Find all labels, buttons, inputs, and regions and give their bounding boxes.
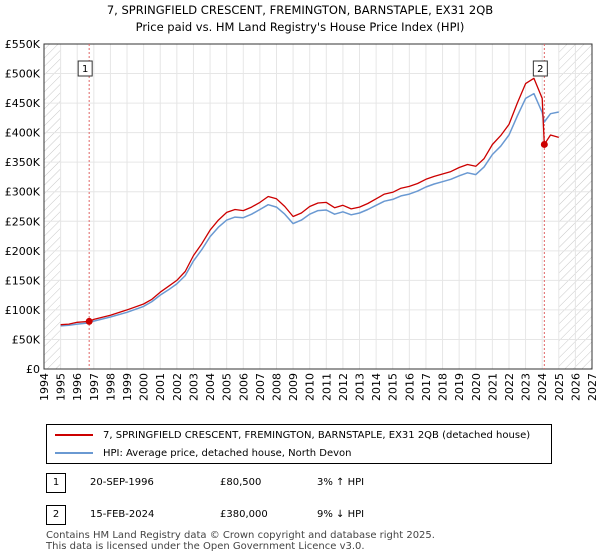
sale-number-badge: 1 bbox=[46, 473, 66, 493]
sale-hpi-diff: 3% ↑ HPI bbox=[317, 477, 365, 488]
x-tick-label: 2002 bbox=[171, 373, 184, 401]
footer: Contains HM Land Registry data © Crown c… bbox=[46, 530, 435, 552]
sale-price: £80,500 bbox=[220, 477, 262, 488]
y-tick-label: £500K bbox=[5, 68, 41, 81]
sale-label-box bbox=[77, 60, 93, 77]
legend: 7, SPRINGFIELD CRESCENT, FREMINGTON, BAR… bbox=[46, 424, 552, 464]
x-tick-label: 2006 bbox=[237, 373, 250, 401]
y-tick-label: £0 bbox=[26, 363, 40, 376]
y-tick-label: £250K bbox=[5, 215, 41, 228]
sale-label-text: 2 bbox=[537, 64, 543, 75]
x-tick-label: 2014 bbox=[370, 373, 383, 401]
x-tick-label: 2007 bbox=[254, 373, 267, 401]
x-tick-label: 2026 bbox=[569, 373, 582, 401]
property-price-line bbox=[60, 77, 559, 326]
y-tick-label: £150K bbox=[5, 274, 41, 287]
sale-point bbox=[85, 317, 93, 325]
plot-frame bbox=[43, 43, 593, 370]
x-tick-label: 2027 bbox=[586, 373, 599, 401]
sale-price: £380,000 bbox=[220, 509, 268, 520]
x-tick-label: 2019 bbox=[453, 373, 466, 401]
x-tick-label: 2000 bbox=[138, 373, 151, 401]
x-tick-label: 2015 bbox=[387, 373, 400, 401]
footer-copyright: Contains HM Land Registry data © Crown c… bbox=[46, 530, 435, 541]
x-tick-label: 2022 bbox=[503, 373, 516, 401]
x-tick-label: 2025 bbox=[553, 373, 566, 401]
sale-number-badge: 2 bbox=[46, 505, 66, 525]
chart-title: 7, SPRINGFIELD CRESCENT, FREMINGTON, BAR… bbox=[107, 3, 493, 17]
legend-item-property: 7, SPRINGFIELD CRESCENT, FREMINGTON, BAR… bbox=[55, 427, 530, 445]
x-tick-label: 1998 bbox=[104, 373, 117, 401]
legend-swatch-property bbox=[55, 434, 93, 436]
y-tick-label: £50K bbox=[12, 333, 41, 346]
y-tick-label: £550K bbox=[5, 38, 41, 51]
sale-date: 15-FEB-2024 bbox=[90, 509, 155, 520]
x-tick-label: 1996 bbox=[71, 373, 84, 401]
y-tick-label: £450K bbox=[5, 97, 41, 110]
sale-label-text: 1 bbox=[82, 64, 88, 75]
chart-subtitle: Price paid vs. HM Land Registry's House … bbox=[136, 20, 465, 34]
y-tick-label: £400K bbox=[5, 127, 41, 140]
x-tick-label: 2020 bbox=[470, 373, 483, 401]
x-tick-label: 2024 bbox=[536, 373, 549, 401]
y-tick-label: £100K bbox=[5, 304, 41, 317]
legend-label-property: 7, SPRINGFIELD CRESCENT, FREMINGTON, BAR… bbox=[103, 430, 531, 441]
x-tick-label: 2008 bbox=[270, 373, 283, 401]
sale-label-box bbox=[532, 60, 548, 77]
sale-point bbox=[540, 140, 548, 148]
x-tick-label: 2005 bbox=[221, 373, 234, 401]
x-tick-label: 1999 bbox=[121, 373, 134, 401]
x-tick-label: 2018 bbox=[437, 373, 450, 401]
y-tick-label: £200K bbox=[5, 245, 41, 258]
x-tick-label: 2009 bbox=[287, 373, 300, 401]
legend-item-hpi: HPI: Average price, detached house, Nort… bbox=[55, 445, 352, 463]
x-tick-label: 2023 bbox=[520, 373, 533, 401]
x-tick-label: 2016 bbox=[403, 373, 416, 401]
legend-swatch-hpi bbox=[55, 452, 93, 454]
footer-licence: This data is licensed under the Open Gov… bbox=[46, 541, 365, 552]
x-tick-label: 2010 bbox=[304, 373, 317, 401]
x-tick-label: 2012 bbox=[337, 373, 350, 401]
legend-label-hpi: HPI: Average price, detached house, Nort… bbox=[103, 448, 352, 459]
price-chart: 7, SPRINGFIELD CRESCENT, FREMINGTON, BAR… bbox=[5, 3, 599, 401]
hpi-line bbox=[60, 92, 559, 327]
x-tick-label: 1995 bbox=[55, 373, 68, 401]
hatched-region-before bbox=[44, 44, 61, 369]
x-tick-label: 2004 bbox=[204, 373, 217, 401]
x-tick-label: 2003 bbox=[187, 373, 200, 401]
y-tick-label: £300K bbox=[5, 186, 41, 199]
x-tick-label: 1994 bbox=[38, 373, 51, 401]
y-tick-label: £350K bbox=[5, 156, 41, 169]
sale-hpi-diff: 9% ↓ HPI bbox=[317, 509, 365, 520]
x-tick-label: 1997 bbox=[88, 373, 101, 401]
x-tick-label: 2001 bbox=[154, 373, 167, 401]
sale-date: 20-SEP-1996 bbox=[90, 477, 154, 488]
x-tick-label: 2013 bbox=[354, 373, 367, 401]
x-tick-label: 2017 bbox=[420, 373, 433, 401]
x-tick-label: 2011 bbox=[320, 373, 333, 401]
x-tick-label: 2021 bbox=[486, 373, 499, 401]
